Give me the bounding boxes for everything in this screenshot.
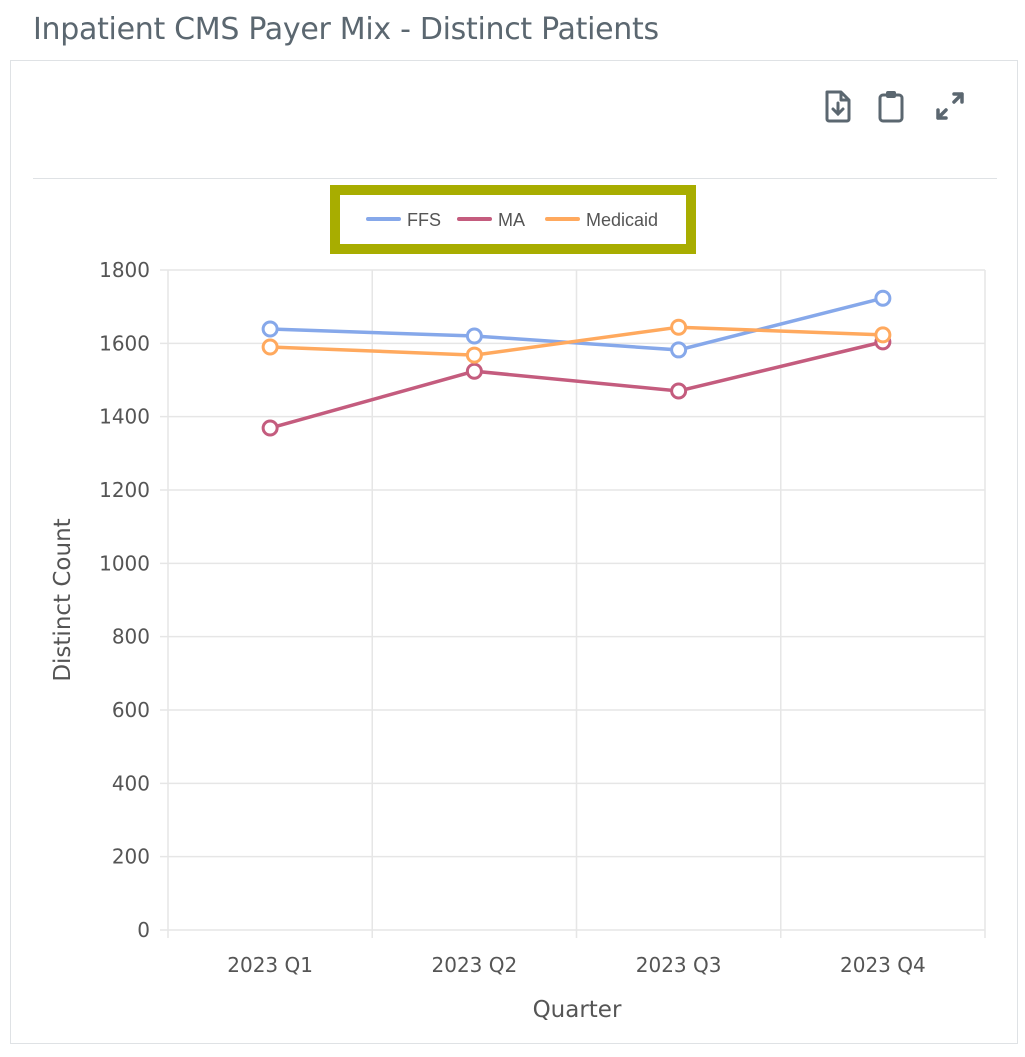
clipboard-icon[interactable] [874, 88, 908, 124]
data-point [874, 289, 892, 307]
points-ffs [261, 289, 892, 359]
x-axis-title: Quarter [533, 997, 622, 1023]
legend-label: MA [498, 210, 525, 230]
y-tick-label: 1400 [99, 405, 150, 429]
x-tick-label: 2023 Q3 [636, 953, 722, 977]
legend-label: FFS [407, 210, 441, 230]
data-point [670, 341, 688, 359]
data-point [874, 326, 892, 344]
series-line [270, 325, 883, 357]
data-point [465, 362, 483, 380]
data-point [465, 327, 483, 345]
legend-label: Medicaid [586, 210, 658, 230]
data-point [465, 346, 483, 364]
legend-highlight [330, 185, 696, 254]
x-tick-label: 2023 Q2 [432, 953, 518, 977]
series-line [270, 296, 884, 352]
data-point [261, 419, 279, 437]
expand-icon[interactable] [932, 88, 966, 124]
y-axis-title: Distinct Count [50, 518, 76, 681]
y-tick-label: 800 [112, 625, 150, 649]
points-medicaid [261, 318, 892, 364]
data-point [261, 338, 279, 356]
legend-item-ffs[interactable]: FFS [366, 210, 441, 230]
x-tick-label: 2023 Q4 [840, 953, 926, 977]
chart-card [10, 60, 1018, 1044]
series-ma [269, 340, 884, 430]
y-tick-label: 1800 [99, 258, 150, 282]
y-tick-label: 1000 [99, 551, 150, 575]
y-tick-label: 200 [112, 845, 150, 869]
y-tick-label: 400 [112, 771, 150, 795]
page-title: Inpatient CMS Payer Mix - Distinct Patie… [33, 12, 659, 47]
y-tick-label: 600 [112, 698, 150, 722]
y-tick-label: 0 [137, 918, 150, 942]
legend-item-medicaid[interactable]: Medicaid [545, 210, 658, 230]
data-point [261, 320, 279, 338]
series-medicaid [270, 325, 883, 357]
legend-item-ma[interactable]: MA [457, 210, 525, 230]
header-divider [33, 178, 997, 179]
x-tick-label: 2023 Q1 [227, 953, 313, 977]
data-point [670, 318, 688, 336]
series-line [269, 340, 884, 430]
series-ffs [270, 296, 884, 352]
y-tick-label: 1600 [99, 331, 150, 355]
y-tick-label: 1200 [99, 478, 150, 502]
download-icon[interactable] [821, 88, 855, 124]
data-point [670, 382, 688, 400]
